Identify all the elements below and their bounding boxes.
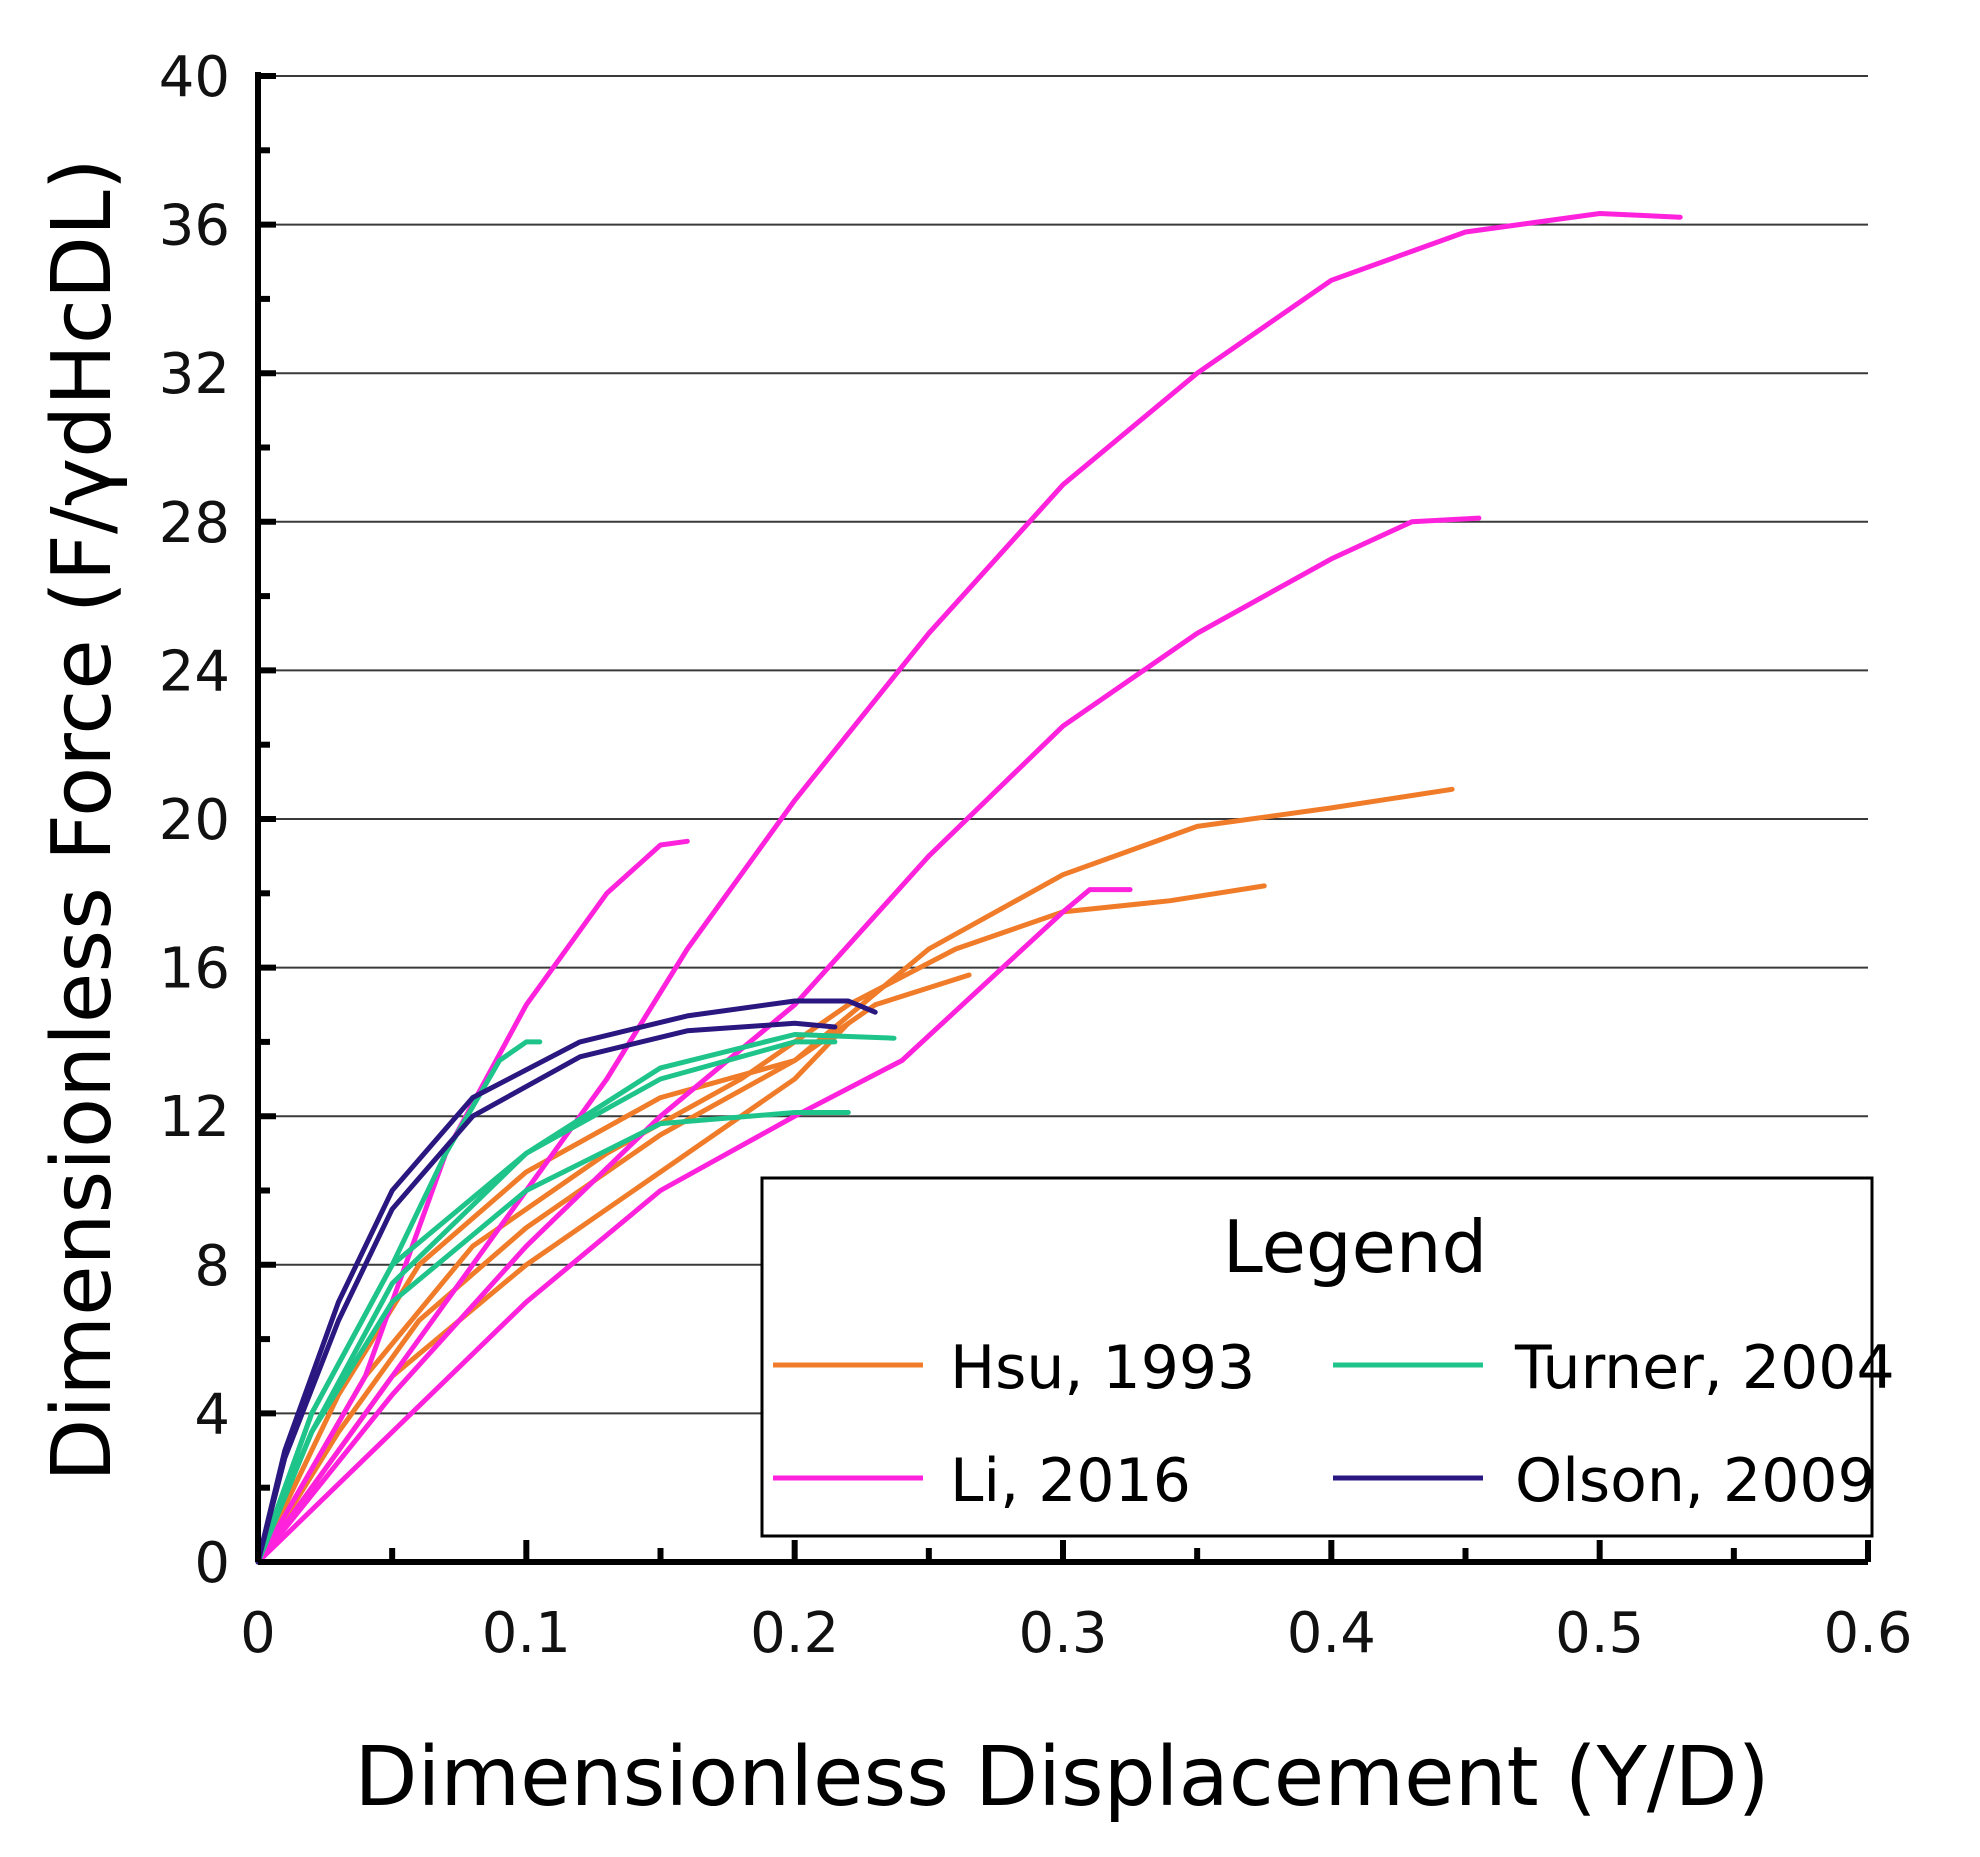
y-tick-label-0: 0 [194,1531,230,1596]
tick-labels: 0 4 8 12 16 20 24 28 32 36 40 0 0.1 0.2 0.3 0.4 0.5 0.6 [159,45,1913,1666]
y-tick-label-4: 4 [194,1382,230,1447]
x-tick-label-0.2: 0.2 [750,1601,839,1666]
series-line-li-2016-7 [255,887,1133,1565]
x-tick-label-0.6: 0.6 [1823,1601,1912,1666]
legend-label-li: Li, 2016 [950,1446,1191,1516]
legend-box [760,1176,1874,1538]
series-line-olson-2009-12 [255,998,878,1565]
legend-title: Legend [1223,1205,1487,1289]
series-lines [255,211,1683,1565]
series-line-hsu-1993-3 [255,1020,851,1565]
y-tick-label-28: 28 [159,491,230,556]
series-line-li-2016-6 [255,515,1482,1565]
y-tick-label-12: 12 [159,1085,230,1150]
y-tick-label-32: 32 [159,342,230,407]
series-line-olson-2009-13 [255,1020,838,1565]
x-tick-label-0.1: 0.1 [482,1601,571,1666]
y-tick-label-40: 40 [159,45,230,110]
series-line-turner-2004-11 [255,1110,851,1565]
legend: Legend Hsu, 1993 Turner, 2004 Li, 2016 O… [760,1176,1895,1538]
series-line-li-2016-4 [255,838,690,1565]
x-tick-label-0: 0 [240,1601,276,1666]
legend-label-turner: Turner, 2004 [1514,1333,1895,1403]
y-tick-label-24: 24 [159,639,230,704]
legend-label-olson: Olson, 2009 [1515,1446,1876,1516]
y-tick-label-20: 20 [159,788,230,853]
x-tick-label-0.4: 0.4 [1287,1601,1376,1666]
y-axis-title: Dimensionless Force (F/γdHcDL) [35,158,130,1481]
x-tick-label-0.3: 0.3 [1018,1601,1107,1666]
series-line-turner-2004-9 [255,1039,838,1565]
axes [255,72,1871,1565]
legend-label-hsu: Hsu, 1993 [950,1333,1255,1403]
y-tick-label-16: 16 [159,937,230,1002]
x-axis-title: Dimensionless Displacement (Y/D) [354,1730,1769,1825]
y-tick-label-36: 36 [159,194,230,259]
y-tick-label-8: 8 [194,1234,230,1299]
x-tick-label-0.5: 0.5 [1555,1601,1644,1666]
